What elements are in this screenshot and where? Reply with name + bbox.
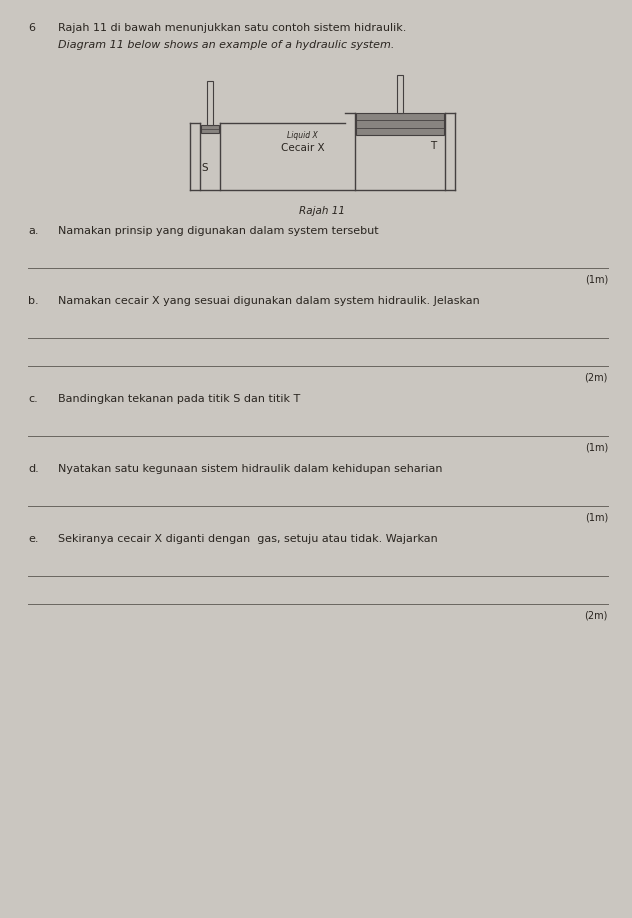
Text: Diagram 11 below shows an example of a hydraulic system.: Diagram 11 below shows an example of a h… xyxy=(58,40,394,50)
Bar xyxy=(398,75,403,113)
Text: c.: c. xyxy=(28,394,38,404)
Text: (2m): (2m) xyxy=(585,373,608,383)
Text: Bandingkan tekanan pada titik S dan titik T: Bandingkan tekanan pada titik S dan titi… xyxy=(58,394,300,404)
Text: Namakan prinsip yang digunakan dalam system tersebut: Namakan prinsip yang digunakan dalam sys… xyxy=(58,226,379,236)
Text: Namakan cecair X yang sesuai digunakan dalam system hidraulik. Jelaskan: Namakan cecair X yang sesuai digunakan d… xyxy=(58,296,480,306)
Text: (1m): (1m) xyxy=(585,275,608,285)
Bar xyxy=(207,81,213,125)
Text: S: S xyxy=(201,163,208,173)
Text: Rajah 11 di bawah menunjukkan satu contoh sistem hidraulik.: Rajah 11 di bawah menunjukkan satu conto… xyxy=(58,23,406,33)
Text: T: T xyxy=(430,141,436,151)
Text: b.: b. xyxy=(28,296,39,306)
Text: (1m): (1m) xyxy=(585,513,608,523)
Text: (1m): (1m) xyxy=(585,443,608,453)
Text: e.: e. xyxy=(28,534,39,544)
Bar xyxy=(201,125,219,133)
Text: a.: a. xyxy=(28,226,39,236)
Bar xyxy=(356,113,444,135)
Text: Rajah 11: Rajah 11 xyxy=(300,206,346,216)
Text: Nyatakan satu kegunaan sistem hidraulik dalam kehidupan seharian: Nyatakan satu kegunaan sistem hidraulik … xyxy=(58,464,442,474)
Text: 6: 6 xyxy=(28,23,35,33)
Text: Cecair X: Cecair X xyxy=(281,143,324,153)
Text: d.: d. xyxy=(28,464,39,474)
Text: Sekiranya cecair X diganti dengan  gas, setuju atau tidak. Wajarkan: Sekiranya cecair X diganti dengan gas, s… xyxy=(58,534,438,544)
Text: Liquid X: Liquid X xyxy=(287,131,318,140)
Text: (2m): (2m) xyxy=(585,611,608,621)
